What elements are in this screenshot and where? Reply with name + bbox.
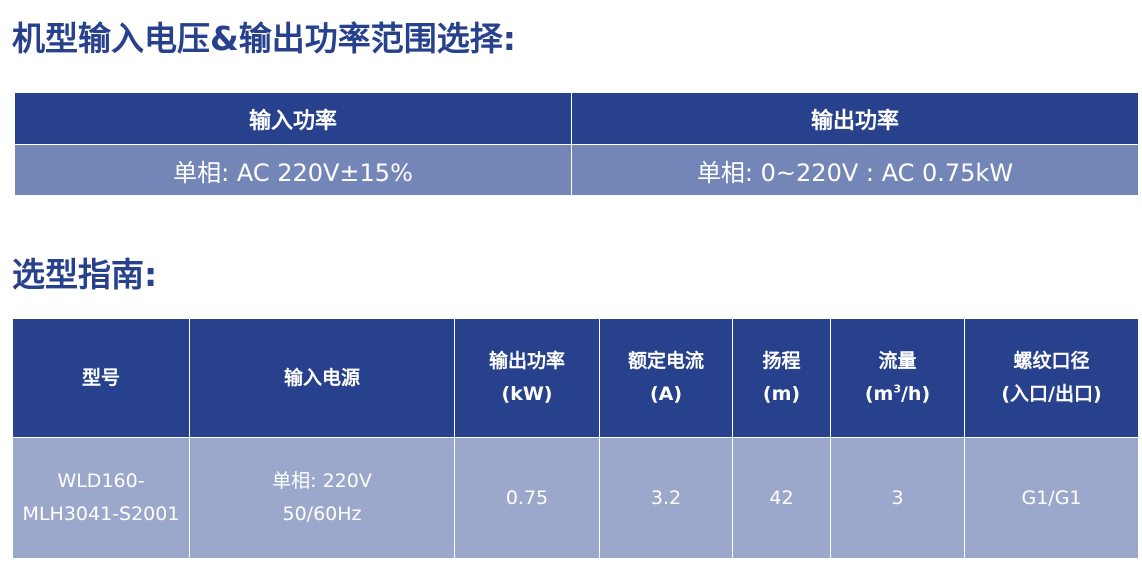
cell-head: 42 — [732, 437, 831, 559]
cell-rated-current: 3.2 — [599, 437, 733, 559]
header-input-source: 输入电源 — [189, 318, 455, 438]
header-thread-size: 螺纹口径 (入口/出口) — [964, 318, 1139, 438]
table-header-row: 型号 输入电源 输出功率 (kW) 额定电流 (A) 扬程 (m) 流量 (m3… — [12, 318, 1139, 438]
cell-model: WLD160- MLH3041-S2001 — [12, 437, 190, 559]
header-output-power: 输出功率 — [571, 92, 1139, 145]
header-flow: 流量 (m3/h) — [830, 318, 965, 438]
cell-output-power: 0.75 — [454, 437, 600, 559]
header-rated-current: 额定电流 (A) — [599, 318, 733, 438]
header-head: 扬程 (m) — [732, 318, 831, 438]
power-range-table: 输入功率 输出功率 单相: AC 220V±15% 单相: 0~220V : A… — [14, 92, 1139, 196]
table-row: 单相: AC 220V±15% 单相: 0~220V : AC 0.75kW — [14, 144, 1139, 196]
header-rated-current-name: 额定电流 — [627, 350, 704, 372]
header-head-name: 扬程 — [762, 350, 801, 372]
cell-thread-size: G1/G1 — [964, 437, 1139, 559]
header-input-power: 输入功率 — [14, 92, 572, 145]
header-output-power-unit: (kW) — [501, 383, 553, 405]
selection-guide-table: 型号 输入电源 输出功率 (kW) 额定电流 (A) 扬程 (m) 流量 (m3… — [12, 318, 1139, 559]
cell-output-power: 单相: 0~220V : AC 0.75kW — [571, 144, 1139, 196]
header-flow-unit: (m3/h) — [864, 382, 931, 405]
section-title-selection-guide: 选型指南: — [12, 255, 158, 294]
header-thread-size-unit: (入口/出口) — [1001, 383, 1102, 405]
header-head-unit: (m) — [762, 383, 801, 405]
section-title-voltage-power: 机型输入电压&输出功率范围选择: — [12, 19, 516, 58]
table-row: WLD160- MLH3041-S2001 单相: 220V 50/60Hz 0… — [12, 437, 1139, 559]
cell-input-source: 单相: 220V 50/60Hz — [189, 437, 455, 559]
header-output-power-name: 输出功率 — [488, 350, 565, 372]
header-output-power: 输出功率 (kW) — [454, 318, 600, 438]
cell-flow: 3 — [830, 437, 965, 559]
header-model: 型号 — [12, 318, 190, 438]
header-thread-size-name: 螺纹口径 — [1013, 350, 1090, 372]
table-header-row: 输入功率 输出功率 — [14, 92, 1139, 145]
header-flow-name: 流量 — [878, 350, 917, 372]
cell-input-power: 单相: AC 220V±15% — [14, 144, 572, 196]
header-rated-current-unit: (A) — [649, 383, 683, 405]
